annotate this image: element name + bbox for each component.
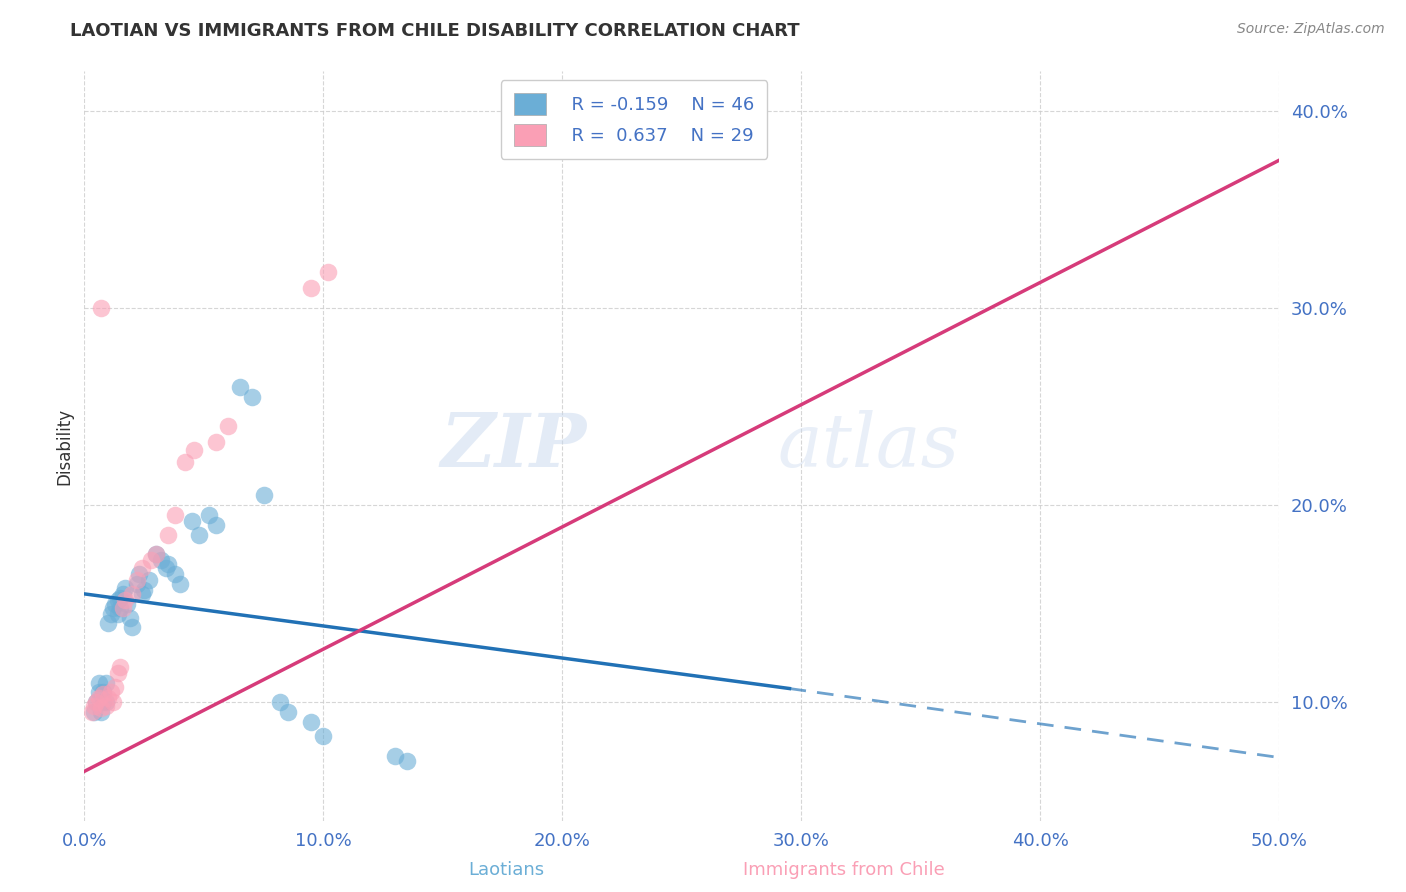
Point bbox=[141, 553, 163, 567]
Point bbox=[104, 680, 127, 694]
Point bbox=[169, 577, 191, 591]
Point bbox=[301, 281, 323, 295]
Point bbox=[101, 695, 124, 709]
Point bbox=[240, 390, 263, 404]
Point bbox=[165, 508, 187, 522]
Point bbox=[87, 691, 110, 706]
Y-axis label: Disability: Disability bbox=[55, 408, 73, 484]
Point bbox=[114, 592, 136, 607]
Point bbox=[94, 695, 117, 709]
Point bbox=[110, 600, 132, 615]
Point bbox=[157, 558, 180, 572]
Point bbox=[104, 597, 127, 611]
Point bbox=[138, 573, 160, 587]
Point bbox=[183, 442, 205, 457]
Point bbox=[100, 685, 122, 699]
Point bbox=[121, 587, 143, 601]
Point bbox=[121, 620, 143, 634]
Point bbox=[90, 705, 112, 719]
Text: Immigrants from Chile: Immigrants from Chile bbox=[742, 861, 945, 879]
Point bbox=[97, 691, 120, 706]
Text: Laotians: Laotians bbox=[468, 861, 544, 879]
Point bbox=[125, 577, 148, 591]
Point bbox=[118, 610, 141, 624]
Point bbox=[83, 705, 105, 719]
Point bbox=[316, 265, 339, 279]
Point bbox=[80, 705, 103, 719]
Point bbox=[114, 581, 136, 595]
Point bbox=[396, 755, 419, 769]
Point bbox=[94, 699, 117, 714]
Point bbox=[384, 748, 406, 763]
Point bbox=[155, 561, 177, 575]
Point bbox=[149, 553, 172, 567]
Point bbox=[253, 488, 276, 502]
Point bbox=[93, 688, 115, 702]
Point bbox=[217, 419, 239, 434]
Point bbox=[110, 591, 132, 605]
Point bbox=[128, 567, 150, 582]
Point bbox=[197, 508, 219, 522]
Point bbox=[107, 592, 129, 607]
Point bbox=[93, 695, 115, 709]
Point bbox=[157, 527, 180, 541]
Point bbox=[111, 600, 134, 615]
Point bbox=[87, 685, 110, 699]
Point bbox=[111, 587, 134, 601]
Point bbox=[205, 517, 228, 532]
Point bbox=[181, 514, 204, 528]
Point bbox=[125, 573, 148, 587]
Point bbox=[145, 548, 167, 562]
Point bbox=[83, 699, 105, 714]
Point bbox=[101, 600, 124, 615]
Point bbox=[269, 695, 291, 709]
Point bbox=[145, 548, 167, 562]
Point bbox=[205, 435, 228, 450]
Point bbox=[312, 729, 335, 743]
Point bbox=[131, 561, 153, 575]
Point bbox=[107, 665, 129, 680]
Point bbox=[87, 675, 110, 690]
Point bbox=[188, 527, 211, 541]
Text: ZIP: ZIP bbox=[440, 409, 586, 483]
Point bbox=[90, 701, 112, 715]
Point bbox=[90, 301, 112, 315]
Point bbox=[97, 616, 120, 631]
Point bbox=[132, 582, 156, 597]
Point bbox=[301, 714, 323, 729]
Point bbox=[173, 455, 195, 469]
Point bbox=[93, 685, 115, 699]
Point bbox=[117, 597, 139, 611]
Point bbox=[110, 660, 132, 674]
Point bbox=[131, 587, 153, 601]
Point bbox=[100, 607, 122, 621]
Legend:   R = -0.159    N = 46,   R =  0.637    N = 29: R = -0.159 N = 46, R = 0.637 N = 29 bbox=[501, 80, 768, 159]
Text: LAOTIAN VS IMMIGRANTS FROM CHILE DISABILITY CORRELATION CHART: LAOTIAN VS IMMIGRANTS FROM CHILE DISABIL… bbox=[70, 22, 800, 40]
Point bbox=[229, 380, 252, 394]
Point bbox=[165, 567, 187, 582]
Point bbox=[86, 695, 108, 709]
Point bbox=[94, 675, 117, 690]
Text: atlas: atlas bbox=[778, 409, 960, 483]
Point bbox=[107, 607, 129, 621]
Point bbox=[86, 695, 108, 709]
Point bbox=[277, 705, 299, 719]
Text: Source: ZipAtlas.com: Source: ZipAtlas.com bbox=[1237, 22, 1385, 37]
